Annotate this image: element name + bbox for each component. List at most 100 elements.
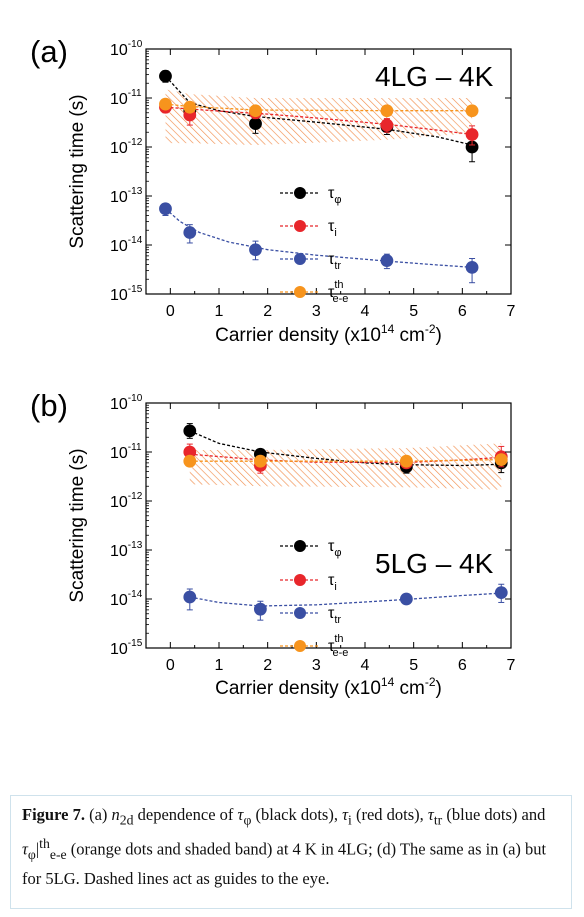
x-tick-label: 1 <box>215 657 224 674</box>
x-tick-label: 6 <box>458 303 467 320</box>
caption-text: (a) <box>84 805 112 824</box>
data-point-tr <box>465 260 479 274</box>
x-tick-label: 2 <box>263 657 272 674</box>
panel-annotation: 5LG – 4K <box>375 548 494 579</box>
y-tick-label: 10-15 <box>110 638 143 658</box>
data-point-tr <box>183 590 197 604</box>
caption-text: (red dots), <box>351 805 428 824</box>
figure: 0 1 2 3 4 5 6 7 10-10 10-11 10-12 10-13 10-14 10-15 Sc… <box>30 34 516 699</box>
y-tick-label: 10-11 <box>110 442 142 462</box>
fit-line-ee <box>189 458 502 462</box>
caption-tau: τ <box>427 805 434 824</box>
legend-marker-tr <box>294 253 306 265</box>
y-tick-label: 10-11 <box>110 88 142 108</box>
data-point-tr <box>380 254 394 268</box>
caption-tau: τ <box>342 805 349 824</box>
data-point-ee <box>465 104 479 118</box>
data-point-tr <box>494 586 508 600</box>
x-tick-label: 5 <box>409 303 418 320</box>
y-tick-label: 10-10 <box>110 39 143 59</box>
x-tick-label: 7 <box>507 303 516 320</box>
data-point-ee <box>380 104 394 118</box>
data-point-ee <box>159 97 172 111</box>
panel-b: 0 1 2 3 4 5 6 7 10-10 10-11 10-12 10-13 10-14 10-15 Sc… <box>30 388 516 699</box>
data-point-tr <box>159 202 172 216</box>
legend-marker-tr <box>294 607 306 619</box>
legend-label-ee: τth e-e <box>328 633 348 659</box>
legend-label-tr: τtr <box>328 251 341 272</box>
data-point-ee <box>249 104 262 118</box>
data-point-tr <box>399 592 413 606</box>
data-point-phi <box>183 424 197 438</box>
y-tick-label: 10-15 <box>110 284 143 304</box>
caption-tau-sub: φ <box>243 812 252 828</box>
caption-tau: τ <box>237 805 244 824</box>
caption-tau-sub: i <box>348 812 352 828</box>
data-point-tr <box>253 602 267 616</box>
data-point-ee <box>399 454 413 468</box>
x-tick-label: 4 <box>361 303 370 320</box>
fit-line-tr <box>189 592 502 607</box>
ee-shaded-band <box>165 89 473 145</box>
x-tick-label: 2 <box>263 303 272 320</box>
caption-n2d-sub: 2d <box>119 812 134 828</box>
x-tick-label: 5 <box>409 657 418 674</box>
x-tick-label: 4 <box>361 657 370 674</box>
fit-line-i <box>165 106 473 136</box>
legend-label-i: τi <box>328 218 337 239</box>
legend-label-phi: τφ <box>328 185 341 206</box>
y-tick-label: 10-12 <box>110 491 143 511</box>
caption-text: (black dots), <box>251 805 343 824</box>
caption-n2d: n <box>111 805 120 824</box>
y-axis-label: Scattering time (s) <box>67 94 88 248</box>
caption-text: dependence of <box>133 805 238 824</box>
x-tick-label: 0 <box>166 657 175 674</box>
data-point-tr <box>249 243 262 257</box>
data-point-phi <box>159 69 172 83</box>
x-axis-label: Carrier density (x1014 cm-2) <box>215 322 442 346</box>
caption-bar: | <box>35 839 40 859</box>
x-tick-label: 3 <box>312 303 321 320</box>
data-point-i <box>465 128 479 141</box>
legend-marker-phi <box>294 540 306 552</box>
x-axis-label: Carrier density (x1014 cm-2) <box>215 675 442 699</box>
y-tick-label: 10-14 <box>110 589 143 609</box>
panel-label: (a) <box>30 34 68 69</box>
data-point-phi <box>249 117 262 131</box>
panel-a: 0 1 2 3 4 5 6 7 10-10 10-11 10-12 10-13 10-14 10-15 Sc… <box>30 34 516 346</box>
caption-tau-sup: th <box>39 836 50 852</box>
x-tick-label: 1 <box>215 303 224 320</box>
panel-annotation: 4LG – 4K <box>375 61 494 92</box>
caption-text: (orange dots and shaded band) at 4 K in … <box>22 839 547 889</box>
data-point-ee <box>253 454 267 468</box>
x-tick-label: 7 <box>507 657 516 674</box>
fit-line-phi <box>189 430 502 467</box>
legend-label-tr: τtr <box>328 605 341 626</box>
y-tick-label: 10-10 <box>110 393 143 413</box>
data-point-ee <box>183 100 197 114</box>
figure-caption: Figure 7. (a) n2d dependence of τφ (blac… <box>22 803 562 891</box>
legend-marker-i <box>294 574 306 586</box>
legend-marker-phi <box>294 187 306 199</box>
caption-tau: τ <box>22 839 28 859</box>
legend-marker-i <box>294 220 306 232</box>
ee-shaded-band <box>189 443 502 490</box>
plot-frame <box>145 402 512 649</box>
plot-frame <box>145 48 512 295</box>
legend-marker-ee <box>294 640 306 652</box>
fit-line-tr <box>165 208 473 268</box>
legend-label-ee: τth e-e <box>328 279 348 305</box>
y-axis-label: Scattering time (s) <box>67 448 88 602</box>
legend-marker-ee <box>294 286 306 298</box>
panel-label: (b) <box>30 388 68 423</box>
x-tick-label: 0 <box>166 303 175 320</box>
legend-label-phi: τφ <box>328 538 341 559</box>
data-point-tr <box>183 226 197 239</box>
y-tick-label: 10-13 <box>110 540 143 560</box>
fit-line-i <box>189 453 502 464</box>
caption-label: Figure 7. <box>22 805 85 824</box>
y-tick-label: 10-14 <box>110 235 143 255</box>
data-point-i <box>380 118 394 132</box>
data-point-ee <box>494 453 508 466</box>
caption-text: (blue dots) and <box>442 805 546 824</box>
